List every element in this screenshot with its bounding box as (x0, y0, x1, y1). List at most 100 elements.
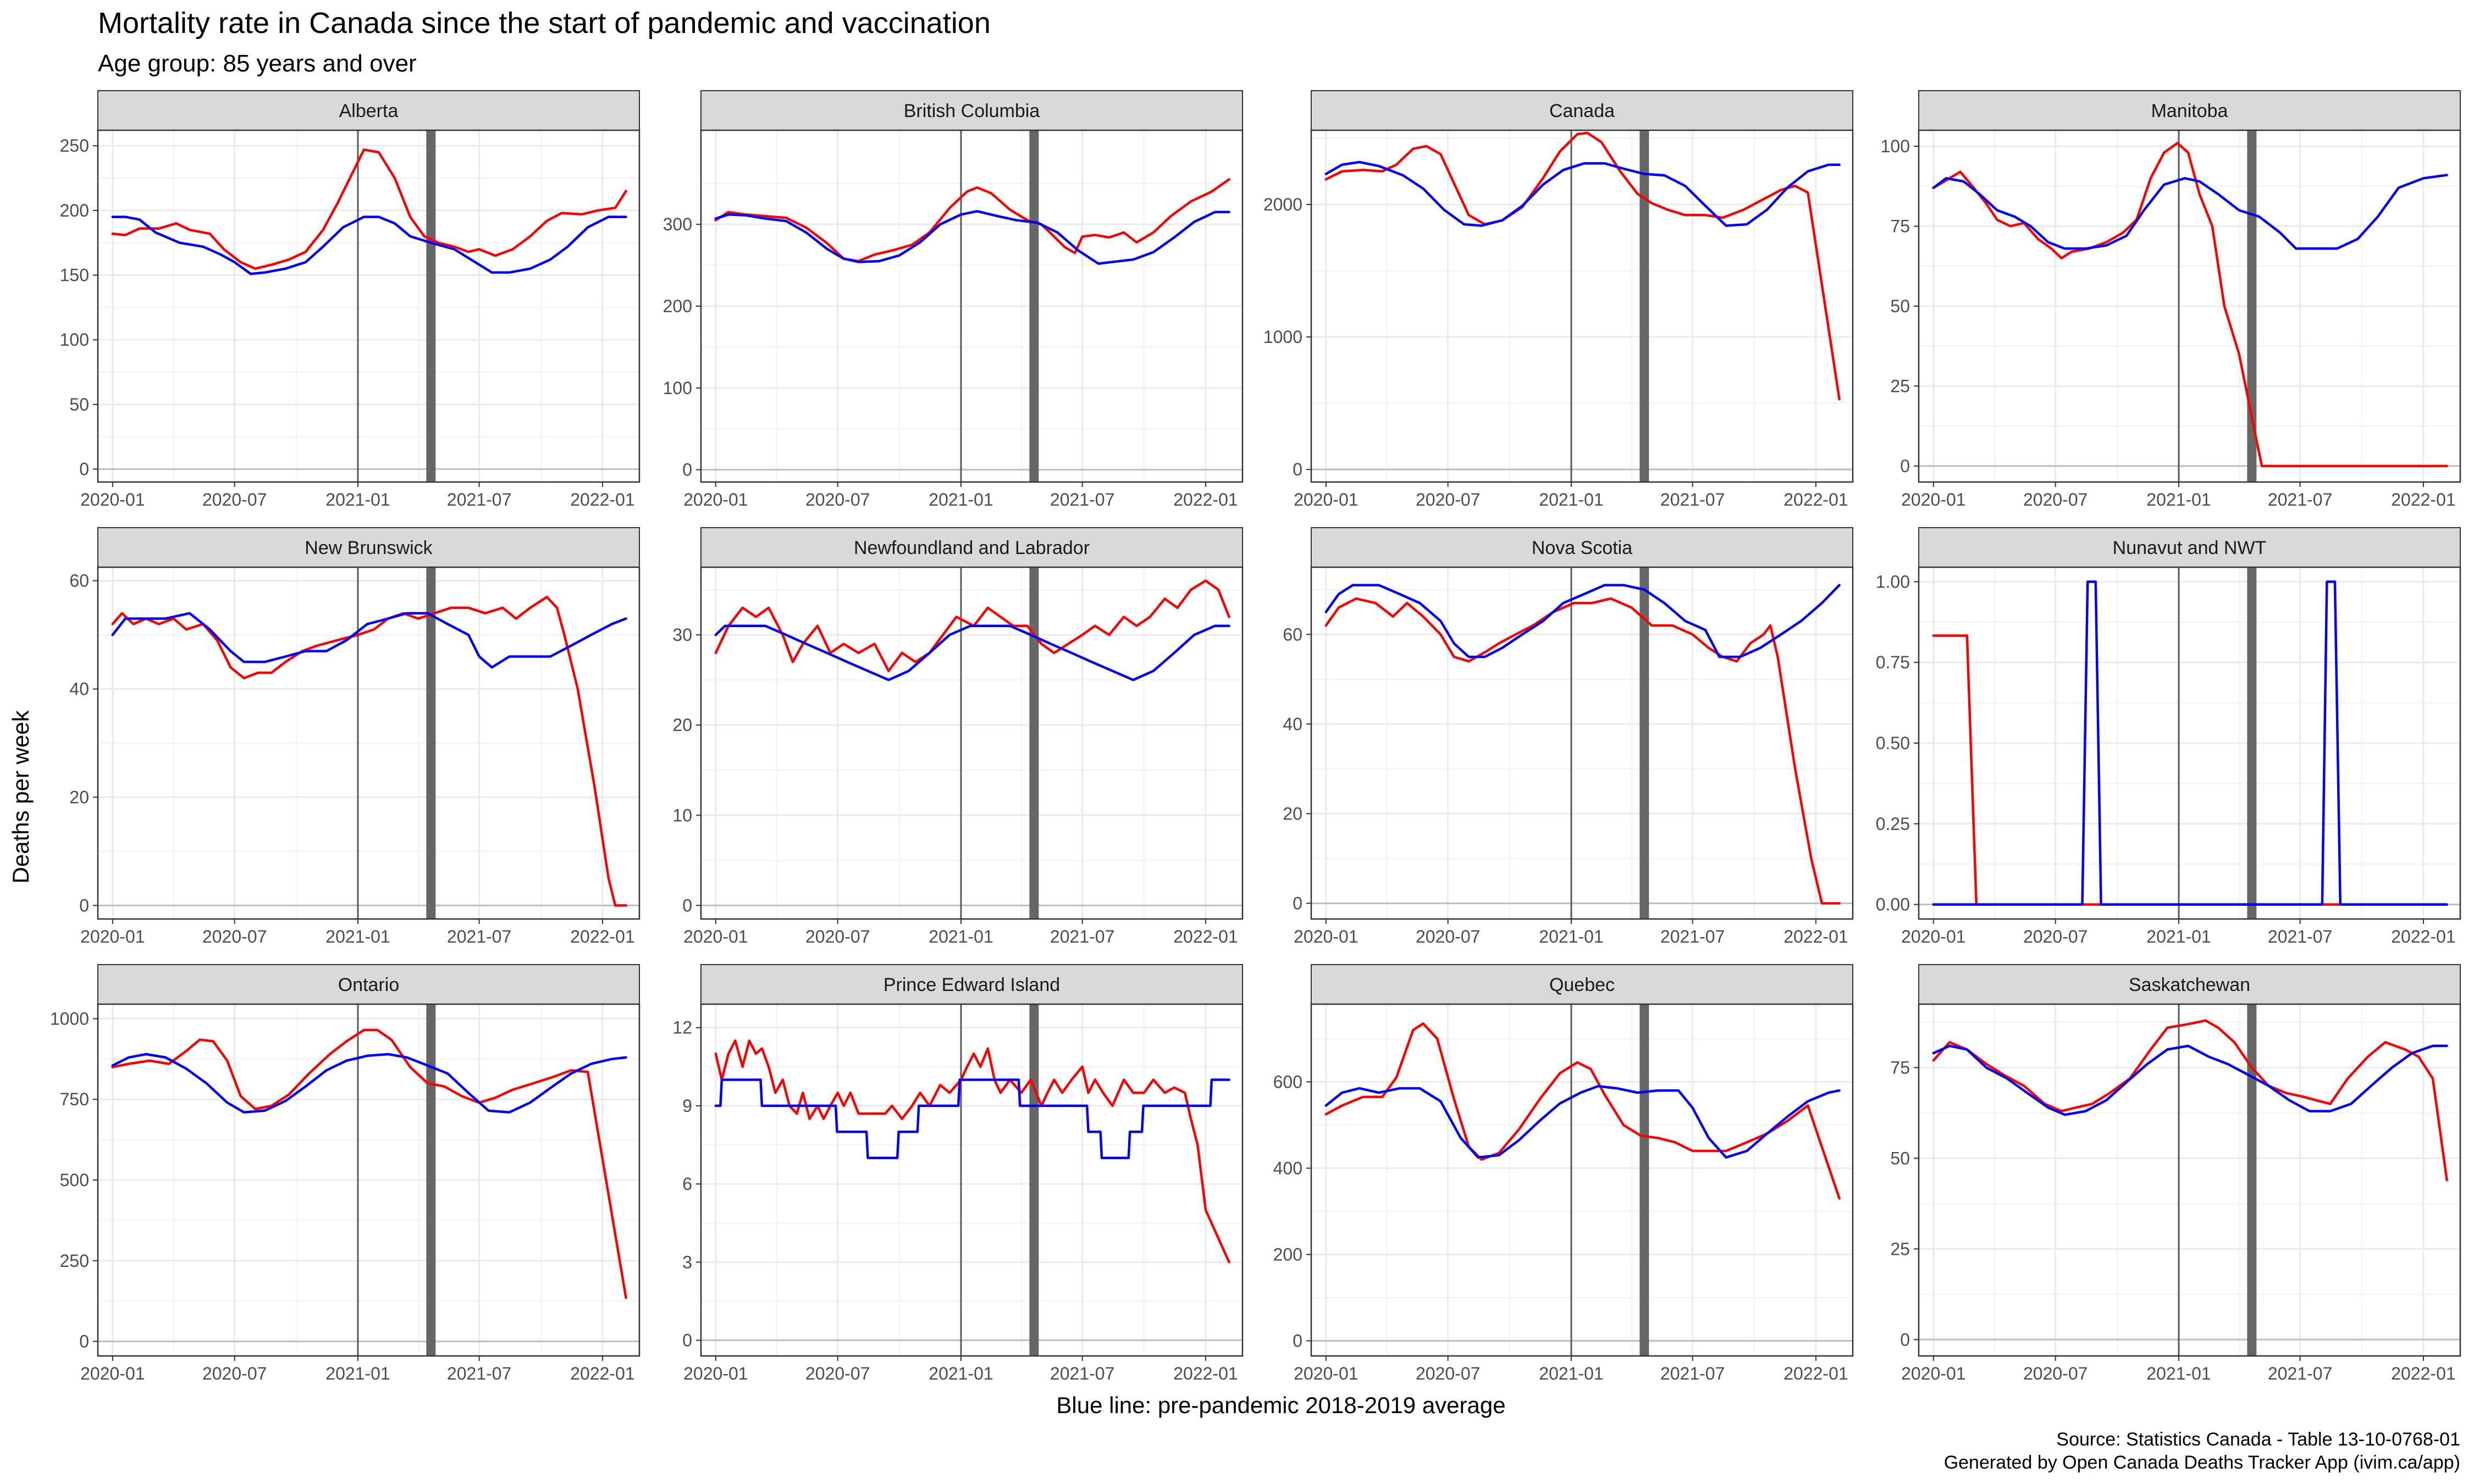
plot-area-nova-scotia (1311, 567, 1853, 919)
strip-canada (1311, 90, 1853, 131)
tick-label-x: 2022-01 (2391, 490, 2455, 510)
tick-label-x: 2020-07 (805, 1364, 870, 1383)
tick-label-x: 2021-01 (325, 490, 390, 510)
strip-label-saskatchewan: Saskatchewan (2129, 974, 2250, 995)
tick-label-y: 500 (60, 1170, 89, 1190)
tick-label-x: 2021-01 (2146, 1364, 2211, 1383)
y-axis-title: Deaths per week (8, 710, 34, 883)
tick-label-x: 2022-01 (570, 927, 634, 946)
tick-label-y: 75 (1890, 1057, 1910, 1077)
series-actual-manitoba (1932, 142, 2448, 468)
tick-label-y: 200 (60, 201, 89, 220)
tick-label-x: 2020-07 (1416, 927, 1480, 946)
tick-label-x: 2021-07 (447, 1364, 511, 1383)
tick-label-y: 0 (1900, 1330, 1910, 1349)
strip-manitoba (1918, 90, 2461, 131)
tick-label-y: 2000 (1263, 195, 1302, 214)
series-baseline-canada (1324, 160, 1841, 227)
tick-label-y: 12 (672, 1018, 692, 1038)
tick-label-y: 200 (663, 296, 692, 316)
tick-label-x: 2021-07 (1660, 927, 1725, 946)
tick-label-x: 2021-07 (2268, 1364, 2332, 1383)
tick-label-x: 2021-01 (2146, 927, 2211, 946)
tick-label-x: 2022-01 (1783, 927, 1848, 946)
panel-canada: Canada 0 1000 2000 2020-01 2020-07 2021-01 2021… (1263, 90, 1854, 510)
series-actual-quebec (1324, 1022, 1841, 1200)
tick-label-x: 2022-01 (1173, 1364, 1238, 1383)
tick-label-x: 2020-07 (2023, 490, 2088, 510)
tick-label-y: 40 (69, 679, 89, 699)
tick-label-y: 30 (672, 625, 692, 645)
tick-label-x: 2021-01 (929, 1364, 993, 1383)
plot-area-newfoundland-and-labrador (701, 567, 1242, 919)
panel-quebec: Quebec 0 200 400 600 2020-01 2020-07 2021-01 202… (1273, 964, 1854, 1383)
tick-label-y: 0.25 (1876, 814, 1910, 834)
tick-label-y: 3 (682, 1252, 692, 1272)
series-baseline-newfoundland-and-labrador (714, 624, 1230, 682)
series-actual-new-brunswick (111, 595, 627, 907)
tick-label-x: 2021-07 (1660, 490, 1725, 510)
tick-label-x: 2020-01 (1294, 1364, 1358, 1383)
tick-label-y: 400 (1273, 1158, 1302, 1178)
series-actual-nova-scotia (1324, 597, 1841, 905)
panel-prince-edward-island: Prince Edward Island 0 3 6 9 12 2020-01 2020-07… (672, 964, 1244, 1383)
panel-border-prince-edward-island (700, 1003, 1244, 1357)
tick-label-y: 0 (682, 1331, 692, 1350)
strip-label-canada: Canada (1549, 101, 1615, 121)
tick-label-x: 2020-01 (1294, 927, 1358, 946)
tick-label-y: 0 (79, 1332, 89, 1352)
tick-label-x: 2022-01 (1173, 490, 1238, 510)
tick-label-y: 50 (69, 395, 89, 414)
tick-label-y: 60 (69, 571, 89, 591)
tick-label-y: 20 (1283, 804, 1302, 823)
tick-label-x: 2020-01 (683, 927, 748, 946)
strip-saskatchewan (1918, 964, 2461, 1005)
panel-border-new-brunswick (97, 566, 640, 920)
tick-label-y: 1000 (1263, 327, 1302, 347)
tick-label-x: 2021-07 (447, 927, 511, 946)
tick-label-y: 750 (60, 1089, 89, 1109)
tick-label-x: 2020-01 (1901, 927, 1965, 946)
tick-label-y: 0 (682, 460, 692, 480)
series-actual-saskatchewan (1932, 1019, 2448, 1182)
generator-caption: Generated by Open Canada Deaths Tracker … (1944, 1452, 2460, 1473)
plot-area-prince-edward-island (701, 1004, 1242, 1356)
panel-manitoba: Manitoba 0 25 50 75 100 2020-01 2020-07 2021-01 2… (1881, 90, 2461, 510)
panel-border-nova-scotia (1310, 566, 1854, 920)
panel-nunavut-and-nwt: Nunavut and NWT 0.00 0.25 0.50 0.75 1.00 2020-… (1876, 527, 2461, 946)
tick-label-y: 75 (1890, 217, 1910, 236)
tick-label-x: 2020-07 (1416, 490, 1480, 510)
tick-label-y: 600 (1273, 1072, 1302, 1092)
tick-label-x: 2020-01 (80, 1364, 145, 1383)
tick-label-x: 2020-01 (80, 927, 145, 946)
tick-label-x: 2022-01 (570, 490, 634, 510)
strip-nova-scotia (1311, 527, 1853, 568)
x-axis-title: Blue line: pre-pandemic 2018-2019 averag… (1056, 1392, 1505, 1418)
tick-label-x: 2022-01 (1783, 1364, 1848, 1383)
plot-area-canada (1311, 130, 1853, 482)
tick-label-x: 2020-07 (2023, 927, 2088, 946)
tick-label-y: 250 (60, 136, 89, 156)
tick-label-y: 100 (663, 378, 692, 398)
tick-label-y: 60 (1283, 624, 1302, 644)
tick-label-x: 2021-07 (1050, 490, 1114, 510)
tick-label-y: 40 (1283, 714, 1302, 734)
panel-border-nunavut-and-nwt (1918, 566, 2461, 920)
strip-label-nova-scotia: Nova Scotia (1532, 538, 1632, 558)
strip-nunavut-and-nwt (1918, 527, 2461, 568)
tick-label-y: 25 (1890, 376, 1910, 396)
strip-alberta (97, 90, 640, 131)
panel-border-british-columbia (700, 129, 1244, 483)
tick-label-x: 2021-01 (929, 927, 993, 946)
tick-label-x: 2022-01 (2391, 1364, 2455, 1383)
tick-label-x: 2020-07 (805, 927, 870, 946)
tick-label-y: 0.00 (1876, 895, 1910, 915)
tick-label-y: 10 (672, 805, 692, 825)
series-baseline-quebec (1324, 1084, 1841, 1159)
series-baseline-saskatchewan (1932, 1044, 2448, 1116)
tick-label-x: 2020-07 (202, 490, 267, 510)
series-actual-british-columbia (714, 178, 1230, 263)
series-baseline-prince-edward-island (714, 1078, 1230, 1159)
strip-label-prince-edward-island: Prince Edward Island (883, 974, 1060, 995)
